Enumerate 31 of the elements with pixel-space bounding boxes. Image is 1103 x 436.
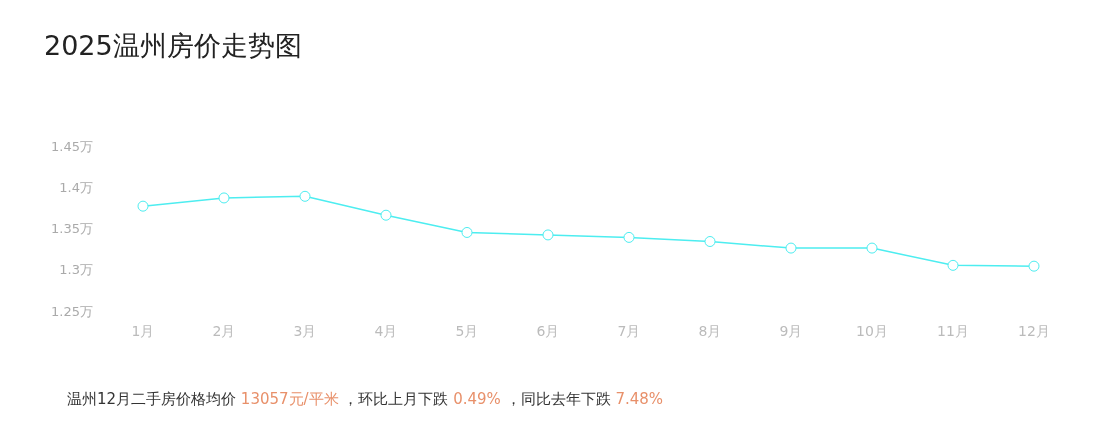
point — [785, 242, 797, 254]
x-tick-label: 6月 — [536, 323, 560, 340]
y-tick-label: 1.25万 — [51, 303, 93, 319]
x-tick-label: 12月 — [1018, 323, 1050, 340]
point — [542, 229, 554, 241]
text: 温州12月二手房价格均价 13057元/平米 ，环比上月下跌 0.49% ，同比去年下跌 7.48% — [67, 390, 664, 409]
y-tick-label: 1.35万 — [51, 221, 93, 237]
point — [461, 226, 473, 238]
point — [866, 242, 878, 254]
x-tick-label: 1月 — [131, 323, 155, 340]
y-tick-label: 1.3万 — [59, 262, 93, 278]
point — [704, 236, 716, 248]
x-tick-label: 2月 — [212, 323, 236, 340]
x-tick-label: 8月 — [698, 323, 722, 340]
point — [1028, 260, 1040, 272]
chart-title: 2025温州房价走势图 — [44, 29, 302, 63]
x-tick-label: 4月 — [374, 323, 398, 340]
point — [218, 192, 230, 204]
y-tick-label: 1.45万 — [51, 139, 93, 155]
x-tick-label: 10月 — [856, 323, 888, 340]
point — [380, 209, 392, 221]
point — [137, 200, 149, 212]
point — [299, 190, 311, 202]
point — [623, 231, 635, 243]
y-tick-label: 1.4万 — [59, 180, 93, 196]
x-tick-label: 5月 — [455, 323, 479, 340]
x-tick-label: 3月 — [293, 323, 317, 340]
point — [947, 259, 959, 271]
x-tick-label: 7月 — [617, 323, 641, 340]
x-tick-label: 9月 — [779, 323, 803, 340]
x-tick-label: 11月 — [937, 323, 969, 340]
